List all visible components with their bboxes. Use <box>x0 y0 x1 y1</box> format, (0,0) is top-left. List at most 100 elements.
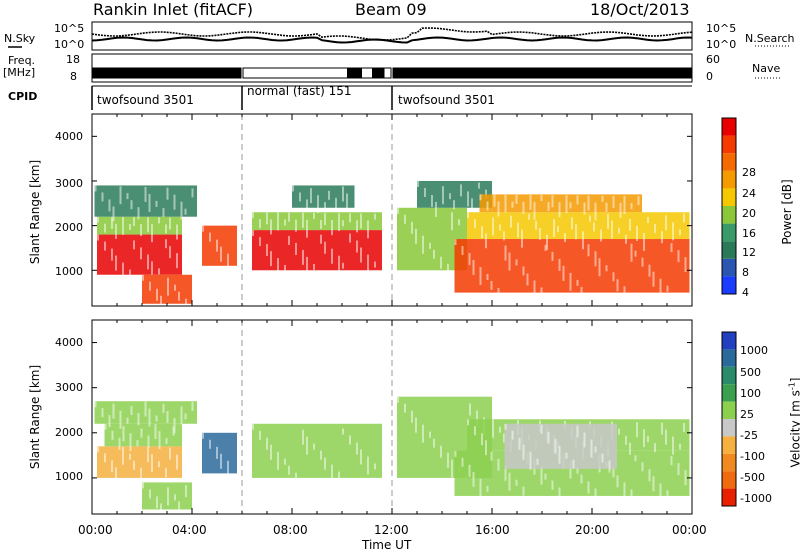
data-speckle <box>562 265 565 281</box>
data-speckle <box>349 233 351 243</box>
data-speckle <box>659 278 662 297</box>
data-speckle <box>661 422 663 435</box>
data-speckle <box>522 444 525 460</box>
data-speckle <box>158 268 160 275</box>
data-speckle <box>565 452 568 459</box>
data-speckle <box>367 456 369 475</box>
data-speckle <box>587 195 590 211</box>
freq-band <box>242 67 392 79</box>
data-speckle <box>571 217 573 230</box>
power-cbar-tick: 16 <box>742 227 756 240</box>
data-speckle <box>356 220 358 233</box>
data-speckle <box>167 277 169 296</box>
data-speckle <box>576 425 579 438</box>
data-speckle <box>458 219 460 226</box>
data-speckle <box>306 219 308 238</box>
data-speckle <box>551 251 554 261</box>
data-speckle <box>447 452 449 468</box>
power-colorbar-cell <box>722 258 736 277</box>
data-speckle <box>503 433 505 443</box>
data-speckle <box>490 281 493 291</box>
data-speckle <box>155 415 158 422</box>
data-speckle <box>156 288 158 301</box>
noise-left-tick-high: 10^5 <box>54 22 85 35</box>
data-speckle <box>454 239 457 246</box>
data-speckle <box>683 423 685 433</box>
data-speckle <box>302 429 304 445</box>
data-speckle <box>306 436 308 455</box>
data-speckle <box>302 249 304 265</box>
data-speckle <box>474 219 476 229</box>
data-speckle <box>623 196 626 214</box>
data-speckle <box>467 191 469 207</box>
velocity-cbar-tick: -1000 <box>740 492 772 505</box>
nsky-trace <box>91 27 693 41</box>
data-speckle <box>616 279 619 292</box>
data-speckle <box>612 468 615 478</box>
data-speckle <box>338 255 340 274</box>
velocity-colorbar-cell <box>722 366 736 385</box>
data-speckle <box>522 486 525 496</box>
cpid-segment-label: normal (fast) 151 <box>247 84 352 98</box>
data-speckle <box>515 194 518 204</box>
data-speckle <box>151 261 153 280</box>
data-speckle <box>569 460 572 479</box>
data-speckle <box>580 286 583 296</box>
data-speckle <box>677 463 680 476</box>
data-speckle <box>324 213 326 226</box>
data-speckle <box>129 433 132 452</box>
power-cbar-tick: 4 <box>742 286 749 299</box>
data-speckle <box>259 430 261 440</box>
data-speckle <box>119 410 122 429</box>
data-speckle <box>451 212 453 231</box>
data-speckle <box>582 231 584 250</box>
data-speckle <box>142 482 144 489</box>
data-speckle <box>342 428 344 435</box>
xtick: 04:00 <box>172 523 207 537</box>
data-speckle <box>122 216 124 235</box>
noise-left-tick-low: 10^0 <box>54 38 85 51</box>
data-speckle <box>636 422 638 438</box>
data-speckle <box>142 274 144 281</box>
data-speckle <box>140 247 142 260</box>
data-speckle <box>415 417 417 433</box>
data-speckle <box>115 467 117 483</box>
data-speckle <box>284 265 286 272</box>
data-speckle <box>94 401 97 408</box>
data-speckle <box>324 202 326 209</box>
data-speckle <box>149 489 151 499</box>
data-speckle <box>147 435 150 448</box>
data-speckle <box>569 272 572 291</box>
data-speckle <box>295 219 297 232</box>
power-colorbar-cell <box>722 153 736 171</box>
data-speckle <box>616 475 619 488</box>
data-speckle <box>111 430 114 440</box>
nsearch-trace <box>91 36 693 44</box>
data-speckle <box>630 203 633 210</box>
station-title: Rankin Inlet (fitACF) <box>93 0 254 19</box>
data-speckle <box>619 202 622 218</box>
data-speckle <box>485 189 487 199</box>
data-speckle <box>133 217 135 227</box>
data-speckle <box>104 223 106 233</box>
data-speckle <box>539 227 541 240</box>
data-speckle <box>557 226 559 233</box>
freq-band <box>92 67 242 79</box>
data-speckle <box>97 234 99 241</box>
data-speckle <box>147 254 149 270</box>
power-ytick: 3000 <box>55 177 83 190</box>
data-speckle <box>526 273 529 286</box>
data-speckle <box>654 224 656 234</box>
data-speckle <box>108 199 111 212</box>
data-speckle <box>324 457 326 470</box>
data-speckle <box>338 471 340 490</box>
data-speckle <box>670 456 673 466</box>
data-speckle <box>440 256 442 269</box>
data-speckle <box>648 469 651 482</box>
data-speckle <box>652 476 655 492</box>
data-speckle <box>317 195 319 214</box>
data-speckle <box>623 482 626 498</box>
data-speckle <box>209 439 211 449</box>
data-speckle <box>349 213 351 223</box>
